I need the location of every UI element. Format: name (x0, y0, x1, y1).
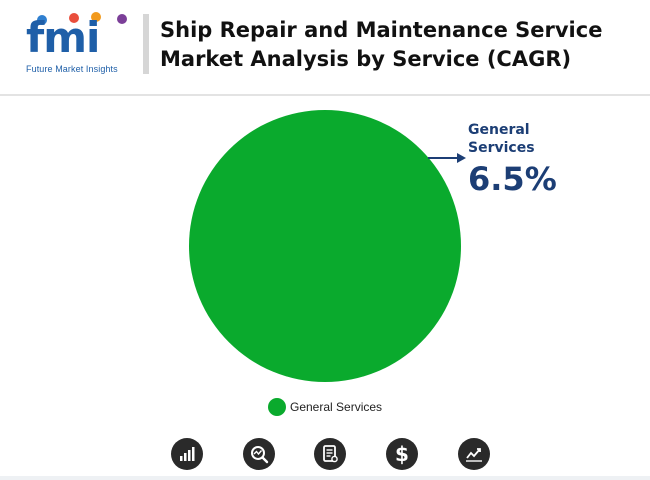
logo-dots-icon (37, 12, 127, 25)
growth-chart-icon[interactable] (171, 438, 203, 470)
brand-logo[interactable]: fmi Future Market Insights (26, 12, 138, 78)
callout-label-line-1: General (468, 122, 530, 138)
logo-tagline: Future Market Insights (26, 64, 118, 74)
header: fmi Future Market Insights Ship Repair a… (0, 0, 650, 92)
title-line-1: Ship Repair and Maintenance Service (160, 18, 603, 42)
callout-label: General Services (468, 121, 535, 157)
header-bottom-divider (0, 94, 650, 96)
callout-label-line-2: Services (468, 140, 535, 156)
dollar-icon[interactable]: $ (386, 438, 418, 470)
pie-chart (189, 110, 466, 382)
magnify-analysis-icon[interactable] (243, 438, 275, 470)
icon-toolbar: $ (0, 434, 650, 474)
title-line-2: Market Analysis by Service (CAGR) (160, 47, 572, 71)
report-document-icon[interactable] (314, 438, 346, 470)
trend-line-icon[interactable] (458, 438, 490, 470)
page-title: Ship Repair and Maintenance Service Mark… (160, 16, 640, 74)
pie-slice-general-services[interactable] (189, 110, 461, 382)
footer-divider (0, 476, 650, 480)
legend-swatch-general-services (268, 398, 286, 416)
legend-label-general-services: General Services (290, 400, 383, 414)
logo-wordmark: fmi (26, 13, 100, 62)
header-divider (143, 14, 149, 74)
callout-arrow-head (457, 153, 466, 163)
callout-value: 6.5% (468, 160, 557, 198)
chart-legend: General Services (268, 398, 382, 416)
